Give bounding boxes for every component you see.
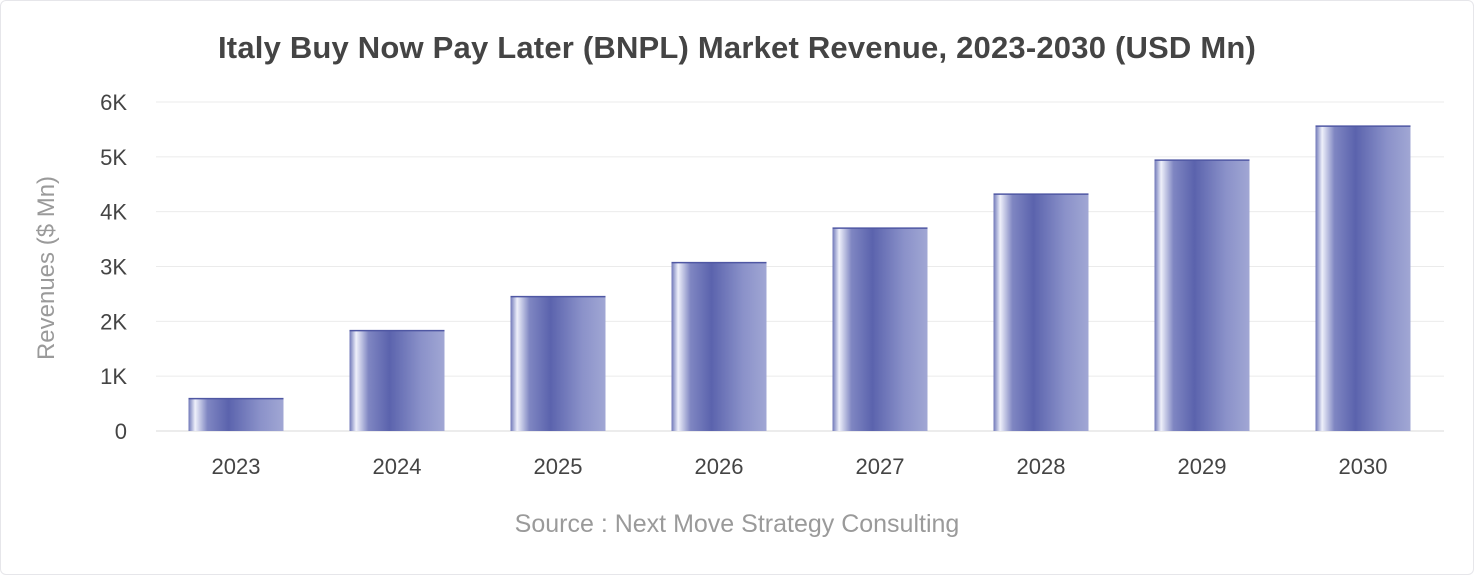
bar-2029	[1154, 159, 1250, 431]
x-tick-labels: 2023 2024 2025 2026 2027 2028 2029 2030	[212, 454, 1388, 479]
y-tick-label: 4K	[100, 200, 127, 225]
bars	[188, 125, 1411, 431]
y-tick-label: 3K	[100, 255, 127, 280]
x-tick-label: 2028	[1017, 454, 1066, 479]
chart-title: Italy Buy Now Pay Later (BNPL) Market Re…	[217, 30, 1257, 65]
y-tick-label: 0	[115, 419, 127, 444]
bar-2030	[1315, 125, 1411, 431]
bar-2027	[832, 227, 928, 431]
x-tick-label: 2029	[1178, 454, 1227, 479]
x-tick-label: 2027	[856, 454, 905, 479]
x-tick-label: 2030	[1339, 454, 1388, 479]
y-tick-label: 1K	[100, 364, 127, 389]
y-tick-label: 2K	[100, 309, 127, 334]
bar-2026	[671, 262, 767, 431]
bar-2025	[510, 296, 606, 431]
y-tick-label: 6K	[100, 90, 127, 115]
x-tick-label: 2023	[212, 454, 261, 479]
source-note: Source : Next Move Strategy Consulting	[514, 510, 960, 538]
y-tick-labels: 0 1K 2K 3K 4K 5K 6K	[100, 90, 127, 444]
bar-2023	[188, 398, 284, 431]
bar-2024	[349, 330, 445, 431]
x-tick-label: 2025	[534, 454, 583, 479]
x-tick-label: 2026	[695, 454, 744, 479]
grid-lines	[156, 101, 1444, 432]
y-tick-label: 5K	[100, 145, 127, 170]
x-tick-label: 2024	[373, 454, 422, 479]
bar-2028	[993, 193, 1089, 431]
